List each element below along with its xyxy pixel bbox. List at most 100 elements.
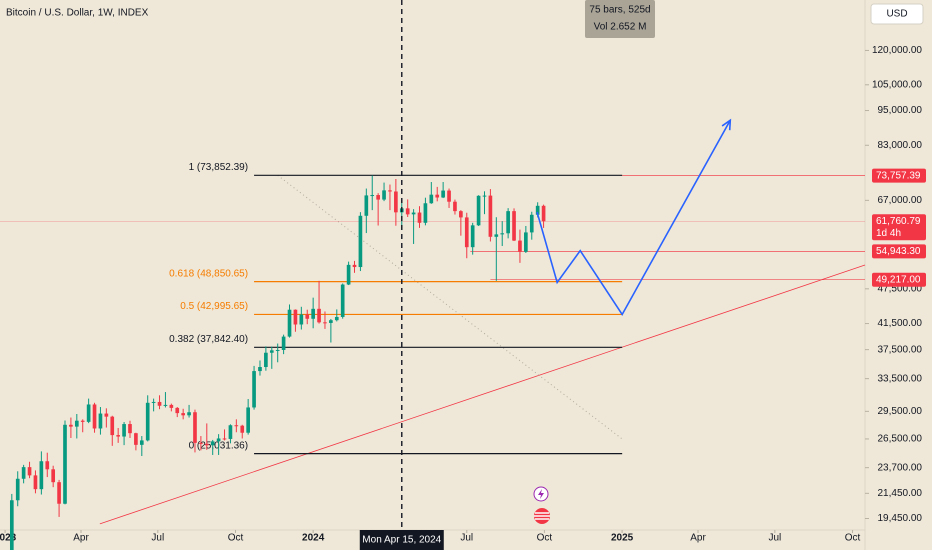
price-label: 61,760.79: [876, 216, 921, 227]
price-label-countdown: 1d 4h: [876, 228, 901, 239]
currency-button[interactable]: [870, 3, 924, 25]
candle-body: [151, 401, 156, 403]
y-tick-label: 19,450.00: [878, 513, 923, 524]
price-label-box: [872, 244, 926, 259]
candle-body: [376, 195, 380, 200]
candle-body: [104, 413, 109, 417]
candle-body: [453, 201, 457, 212]
x-tick-label: Jul: [460, 533, 473, 544]
candle-body: [441, 190, 445, 198]
y-tick-label: 67,000.00: [878, 195, 923, 206]
candle-body: [299, 314, 304, 325]
fib-label: 0.5 (42,995.65): [180, 301, 248, 312]
candle-body: [134, 433, 138, 445]
candle-body: [204, 443, 209, 446]
candle-body: [139, 440, 144, 445]
candle-body: [535, 205, 540, 215]
x-tick-label: Oct: [537, 533, 553, 544]
candle-body: [98, 413, 103, 429]
y-tick-label: 21,450.00: [878, 488, 923, 499]
candle-body: [464, 217, 469, 248]
x-tick-label: 2024: [302, 533, 325, 544]
candle-body: [281, 336, 286, 350]
candle-body: [21, 467, 26, 479]
fib-label: 0.618 (48,850.65): [169, 268, 248, 279]
event-icon-glyph: [534, 512, 550, 520]
candle-body: [92, 404, 97, 429]
candle-body: [329, 320, 333, 323]
chart-title: Bitcoin / U.S. Dollar, 1W, INDEX: [6, 8, 149, 19]
price-label-box: [872, 168, 926, 183]
candle-body: [57, 482, 61, 504]
candle-body: [417, 212, 422, 223]
crosshair-label-box: [359, 530, 444, 550]
y-tick-label: 95,000.00: [878, 105, 923, 116]
y-tick-label: 120,000.00: [872, 45, 922, 56]
candle-body: [240, 425, 245, 433]
candle-body: [163, 404, 168, 406]
candle-body: [346, 264, 351, 285]
y-tick-label: 23,700.00: [878, 462, 923, 473]
candle-body: [388, 190, 392, 192]
candle-body: [411, 212, 416, 215]
candle-body: [169, 404, 174, 408]
candle-body: [394, 191, 398, 213]
x-tick-label: Apr: [73, 533, 89, 544]
candle-body: [234, 425, 239, 427]
price-label: 49,217.00: [876, 274, 921, 285]
y-tick-label: 105,000.00: [872, 79, 922, 90]
candle-body: [482, 195, 487, 197]
candle-body: [187, 412, 191, 416]
candle-body: [246, 407, 250, 433]
candle-body: [293, 309, 298, 325]
trend-line: [99, 264, 866, 525]
candle-body: [429, 194, 434, 204]
candle-body: [157, 401, 162, 406]
price-label-box: [872, 214, 926, 241]
candle-body: [193, 412, 197, 443]
x-tick-label: Oct: [845, 533, 861, 544]
candle-body: [80, 420, 85, 422]
candle-body: [15, 478, 20, 501]
candle-body: [110, 416, 115, 436]
candle-body: [488, 195, 493, 237]
candle-body: [199, 442, 203, 444]
x-tick-label: Jul: [768, 533, 781, 544]
candle-body: [216, 438, 221, 442]
candle-body: [317, 308, 321, 323]
candle-body: [541, 205, 546, 222]
candle-body: [222, 438, 227, 440]
crosshair-label: Mon Apr 15, 2024: [362, 535, 441, 546]
x-tick-label: Jul: [151, 533, 164, 544]
candle-body: [405, 208, 410, 215]
candle-body: [311, 308, 315, 319]
event-icons[interactable]: [533, 486, 550, 524]
y-tick-label: 37,500.00: [878, 344, 923, 355]
candle-body: [512, 211, 516, 241]
candle-body: [435, 194, 440, 198]
x-tick-label: 2025: [611, 533, 634, 544]
candle-body: [506, 211, 510, 234]
candle-body: [352, 264, 357, 268]
y-tick-label: 29,500.00: [878, 406, 923, 417]
candle-body: [128, 424, 132, 434]
candle-body: [228, 425, 233, 439]
y-tick-label: 47,500.00: [878, 283, 923, 294]
candle-body: [524, 232, 528, 252]
y-tick-label: 83,000.00: [878, 140, 923, 151]
tooltip-volume: Vol 2.652 M: [594, 22, 647, 33]
tooltip-bars: 75 bars, 525d: [589, 5, 650, 16]
candle-body: [340, 284, 345, 317]
candle-body: [305, 314, 310, 319]
fib-trend-line: [277, 174, 623, 440]
candle-body: [370, 195, 375, 197]
candle-body: [252, 371, 256, 408]
currency-label[interactable]: USD: [886, 9, 907, 20]
candle-body: [423, 203, 428, 223]
projection-arrowhead: [721, 118, 732, 131]
candle-body: [116, 435, 121, 437]
y-tick-label: 33,500.00: [878, 373, 923, 384]
x-tick-label: Oct: [228, 533, 244, 544]
